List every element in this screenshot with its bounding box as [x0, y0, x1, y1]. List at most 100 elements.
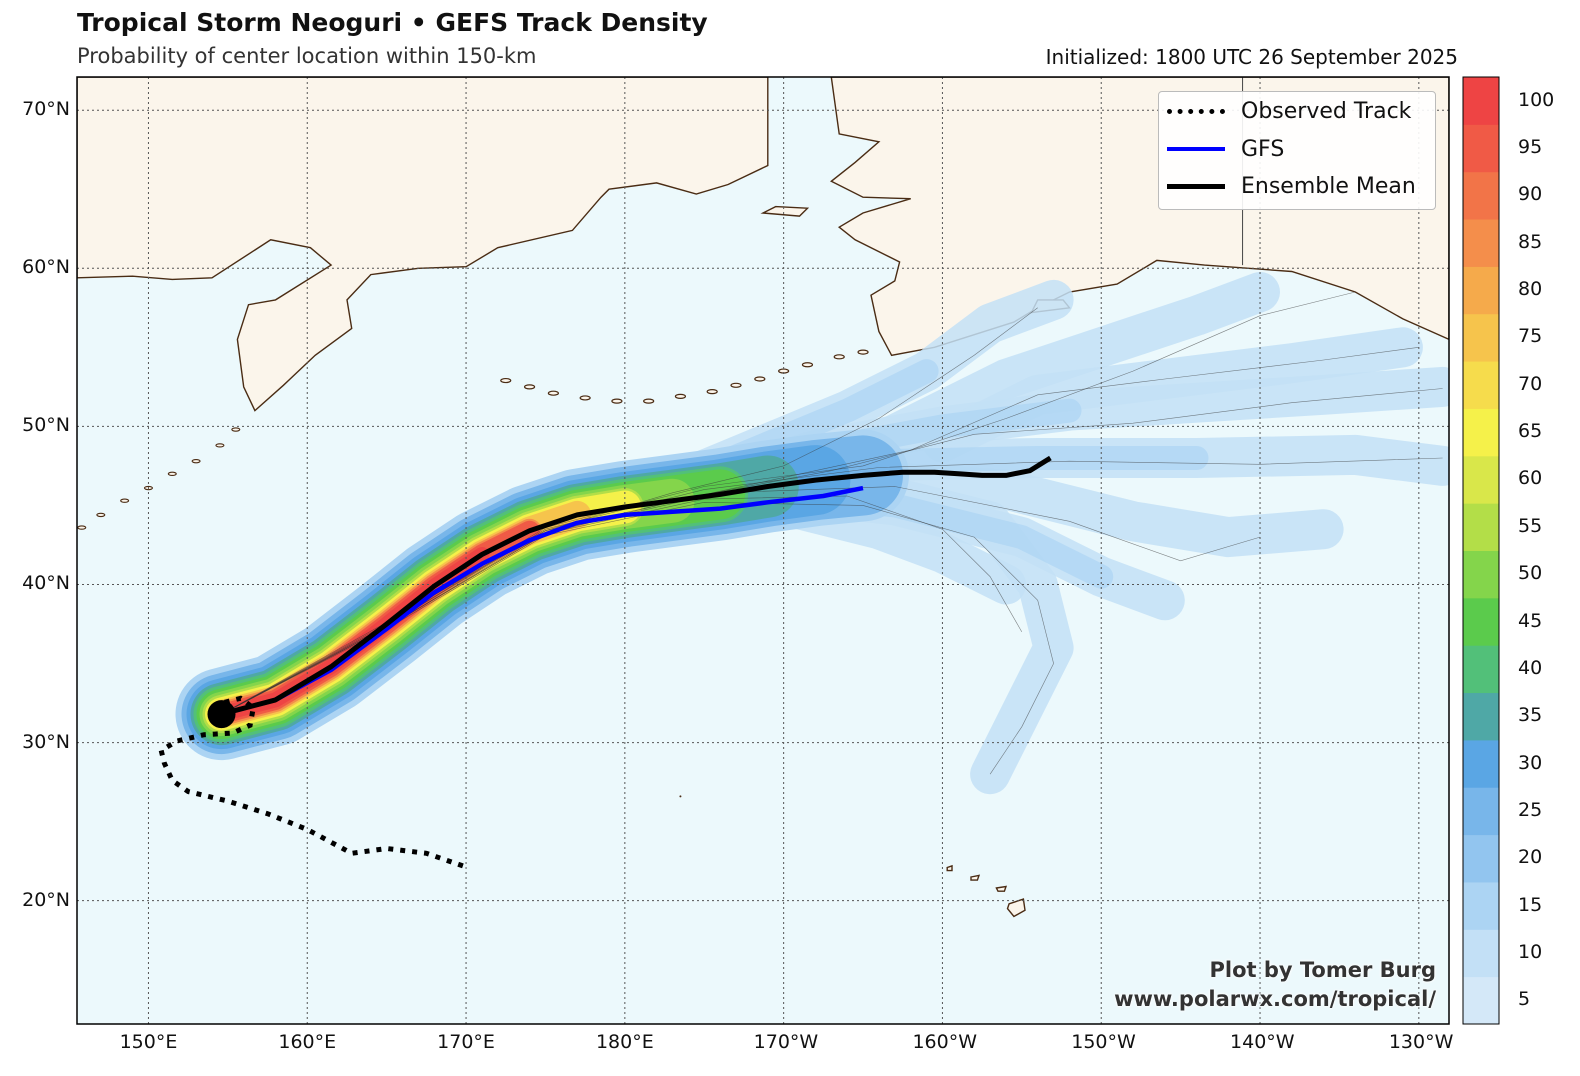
colorbar-segment [1463, 550, 1499, 599]
aleutian-island [674, 393, 687, 399]
aleutian-island [730, 382, 742, 388]
mean-track-swatch [1167, 183, 1225, 189]
colorbar-tick-label: 15 [1518, 893, 1543, 916]
ensemble-member-track [221, 347, 1419, 715]
legend-gfs-label: GFS [1241, 136, 1285, 162]
legend-mean: Ensemble Mean [1167, 169, 1416, 203]
colorbar-tick-label: 40 [1518, 656, 1543, 679]
colorbar-segment [1463, 692, 1499, 741]
lat-tick-label: 60°N [22, 256, 70, 279]
legend-observed: Observed Track [1167, 94, 1411, 128]
colorbar-segment [1463, 739, 1499, 788]
colorbar-segment [1463, 361, 1499, 409]
aleutian-island [500, 377, 512, 384]
probability-colorbar [1462, 76, 1500, 1025]
kuril-island [215, 443, 225, 448]
land-st-lawrence [760, 205, 810, 217]
colorbar-segment [1463, 77, 1499, 125]
lon-tick-label: 160°W [912, 1031, 977, 1053]
graticule [77, 77, 1449, 1024]
colorbar-tick-label: 80 [1518, 278, 1543, 301]
aleutian-island [611, 398, 623, 404]
aleutian-island [754, 376, 766, 382]
ensemble-mean-track-line [220, 455, 1052, 717]
legend-mean-label: Ensemble Mean [1241, 173, 1416, 199]
colorbar-segment [1463, 834, 1499, 883]
colorbar-tick-label: 35 [1518, 704, 1543, 727]
lon-tick-label: 170°E [437, 1031, 495, 1053]
colorbar-segment [1463, 787, 1499, 836]
colorbar-tick-label: 60 [1518, 467, 1543, 490]
colorbar-segment [1463, 881, 1499, 930]
track-lines [158, 455, 1052, 869]
colorbar-segment [1463, 597, 1499, 646]
colorbar-frame [1462, 76, 1500, 1025]
storm-current-position [207, 700, 236, 729]
aleutian-island [706, 389, 718, 395]
colorbar-segment [1463, 124, 1499, 173]
ensemble-member-track [221, 291, 1356, 715]
colorbar-tick-label: 65 [1518, 420, 1543, 443]
map-subtitle: Probability of center location within 15… [77, 44, 537, 68]
lat-tick-label: 70°N [22, 98, 70, 121]
kuril-island [77, 525, 87, 530]
aleutian-island [833, 354, 845, 360]
legend-observed-label: Observed Track [1241, 98, 1412, 124]
colorbar-tick-label: 70 [1518, 372, 1543, 395]
aleutian-island [579, 395, 591, 401]
colorbar-segment [1463, 929, 1499, 978]
kuril-island [96, 512, 106, 518]
lon-tick-label: 150°E [119, 1031, 178, 1053]
lon-tick-label: 130°W [1388, 1031, 1454, 1053]
legend-gfs: GFS [1167, 132, 1284, 166]
colorbar-tick-label: 90 [1518, 183, 1543, 206]
land-maui [995, 885, 1008, 892]
colorbar-tick-label: 95 [1518, 136, 1543, 159]
map-title: Tropical Storm Neoguri • GEFS Track Dens… [77, 8, 708, 37]
lon-tick-label: 140°W [1230, 1031, 1295, 1053]
observed-track-swatch [1167, 108, 1225, 114]
colorbar-tick-label: 55 [1518, 514, 1543, 537]
colorbar-segment [1463, 219, 1499, 267]
gfs-track-swatch [1167, 147, 1225, 151]
aleutian-island [523, 384, 536, 390]
land-kauai [946, 864, 953, 872]
colorbar-segment [1463, 503, 1499, 551]
lat-tick-label: 20°N [22, 888, 70, 911]
aleutian-island [801, 362, 814, 368]
colorbar-segment [1463, 645, 1499, 694]
colorbar-tick-label: 30 [1518, 751, 1543, 774]
small-island [679, 795, 682, 798]
legend: Observed Track GFS Ensemble Mean [1158, 91, 1436, 210]
initialized-time: Initialized: 1800 UTC 26 September 2025 [1045, 45, 1458, 69]
colorbar-tick-label: 85 [1518, 230, 1543, 253]
colorbar-tick-label: 50 [1518, 562, 1543, 585]
colorbar-segment [1463, 976, 1499, 1025]
colorbar-segment [1463, 455, 1499, 504]
kuril-island [231, 427, 241, 432]
map-frame [76, 76, 1450, 1025]
kuril-island [120, 498, 130, 503]
colorbar-segment [1463, 408, 1499, 457]
colorbar-segment [1463, 313, 1499, 362]
colorbar-tick-label: 75 [1518, 325, 1543, 348]
land-oahu [970, 874, 981, 881]
land-siberia [77, 77, 769, 412]
colorbar-tick-label: 45 [1518, 609, 1543, 632]
gfs-track-line [220, 485, 864, 717]
credit-author: Plot by Tomer Burg [1209, 958, 1437, 982]
lon-tick-label: 150°W [1071, 1031, 1136, 1053]
colorbar-tick-label: 100 [1518, 88, 1555, 111]
aleutian-island [857, 349, 869, 355]
colorbar-tick-label: 10 [1518, 940, 1543, 963]
lat-tick-label: 50°N [22, 414, 70, 437]
lon-tick-label: 180°E [595, 1031, 654, 1053]
land-hawaii-big [1006, 898, 1026, 918]
colorbar-segment [1463, 266, 1499, 315]
colorbar-tick-label: 25 [1518, 798, 1543, 821]
kuril-island [191, 459, 201, 464]
colorbar-tick-label: 20 [1518, 846, 1543, 869]
density-plume [858, 461, 1344, 558]
kuril-island [167, 471, 177, 476]
